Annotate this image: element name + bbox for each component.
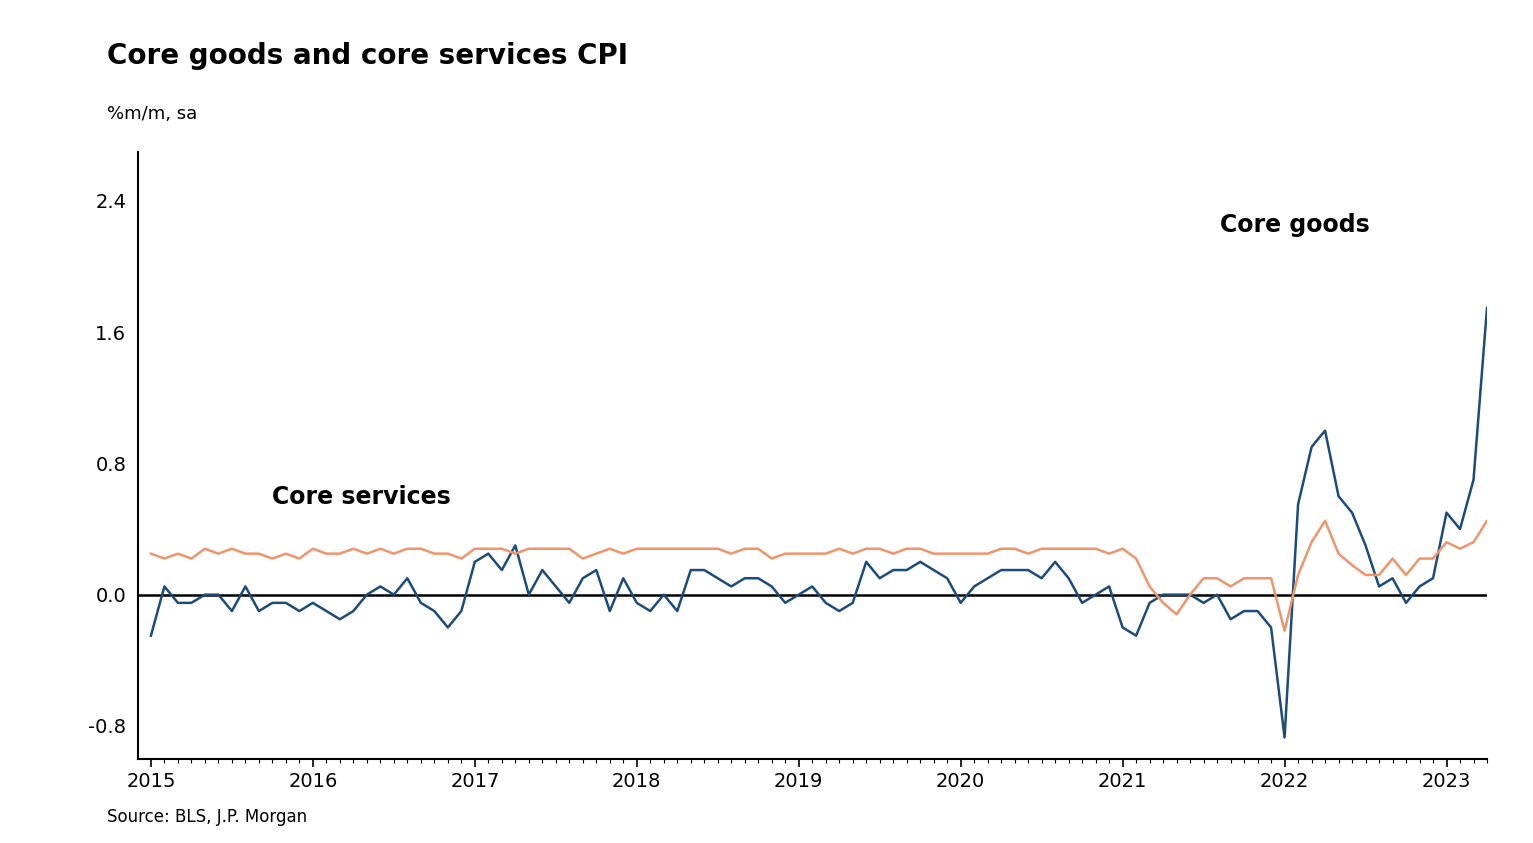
Text: Core services: Core services bbox=[273, 486, 451, 509]
Text: Core goods: Core goods bbox=[1220, 213, 1369, 237]
Text: %m/m, sa: %m/m, sa bbox=[107, 105, 198, 123]
Text: Core goods and core services CPI: Core goods and core services CPI bbox=[107, 42, 629, 70]
Text: Source: BLS, J.P. Morgan: Source: BLS, J.P. Morgan bbox=[107, 808, 308, 826]
